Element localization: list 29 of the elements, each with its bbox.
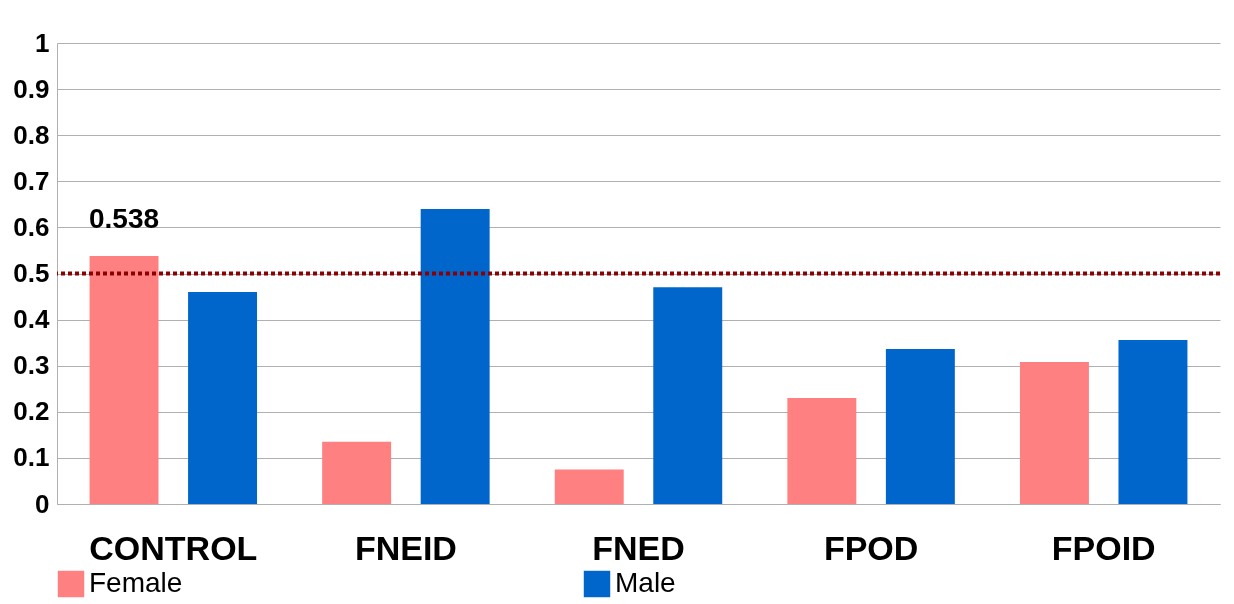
y-tick-label: 0.7 [13, 165, 50, 196]
bar [420, 208, 490, 504]
y-tick-label: 0.8 [13, 119, 50, 150]
x-tick-label: FPOID [1051, 528, 1156, 567]
x-tick-label: CONTROL [89, 528, 258, 567]
x-tick-label: FPOD [823, 528, 919, 567]
y-tick-label: 0.6 [13, 211, 50, 242]
x-tick-label: FNEID [354, 528, 457, 567]
y-tick-label: 0.1 [13, 442, 50, 473]
data-label: 0.538 [89, 202, 160, 234]
bar [554, 469, 624, 504]
y-tick-label: 0.4 [13, 304, 51, 335]
bar [1019, 362, 1089, 504]
y-tick-label: 1 [35, 27, 50, 58]
y-tick-label: 0.9 [13, 73, 50, 104]
bar [653, 287, 723, 504]
y-tick-label: 0.3 [13, 350, 50, 381]
bar [188, 291, 258, 504]
legend-label: Male [615, 567, 676, 598]
bar [885, 349, 955, 504]
x-tick-label: FNED [592, 528, 685, 567]
bar [322, 441, 392, 504]
y-tick-label: 0.2 [13, 396, 50, 427]
bar [1118, 339, 1188, 504]
bar [89, 255, 159, 504]
bar [787, 397, 857, 504]
legend-label: Female [89, 567, 183, 598]
y-tick-label: 0.5 [13, 258, 50, 288]
y-tick-label: 0 [35, 488, 50, 519]
